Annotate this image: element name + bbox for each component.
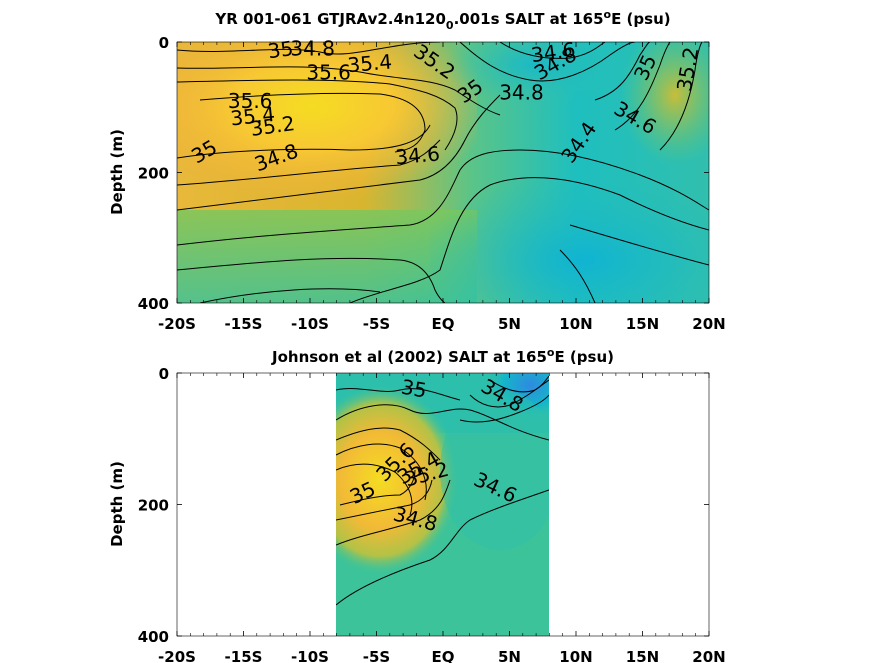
x-tick-label: EQ (432, 648, 455, 663)
y-tick-label: 400 (138, 628, 169, 646)
bottom-y-axis-label: Depth (m) (108, 461, 126, 547)
top-x-ticks: -20S -15S -10S -5S EQ 5N 10N 15N 20N (158, 42, 726, 333)
contour-label: 34.8 (499, 81, 544, 105)
x-tick-label: -10S (291, 315, 329, 333)
contour-label: 35 (399, 375, 428, 403)
x-tick-label: 10N (559, 315, 592, 333)
x-tick-label: -5S (363, 648, 390, 663)
x-tick-label: -10S (291, 648, 329, 663)
x-tick-label: -5S (363, 315, 390, 333)
top-panel: -20S -15S -10S -5S EQ 5N 10N 15N 20N 0 200 400 34.… (108, 8, 726, 333)
contour-label: 35 (266, 36, 295, 63)
bottom-minor-ticks (190, 373, 697, 636)
x-tick-label: -15S (225, 315, 263, 333)
x-tick-label: 5N (498, 315, 521, 333)
top-y-ticks: 0 200 400 (138, 34, 709, 313)
y-tick-label: 200 (138, 497, 169, 515)
top-y-axis-label: Depth (m) (108, 129, 126, 215)
x-tick-label: -20S (158, 315, 196, 333)
contour-label: 35.6 (228, 89, 273, 113)
x-tick-label: 20N (692, 315, 725, 333)
bottom-y-ticks: 0 200 400 (138, 365, 709, 646)
y-tick-label: 400 (138, 295, 169, 313)
x-tick-label: -20S (158, 648, 196, 663)
contour-label: 34.8 (290, 36, 335, 60)
x-tick-label: 10N (559, 648, 592, 663)
contour-label: 35.4 (346, 49, 392, 77)
contour-label: 34.6 (394, 141, 440, 169)
contour-label: 35.4 (229, 102, 276, 131)
top-minor-ticks (190, 42, 697, 303)
bottom-colorfield (336, 373, 549, 636)
bottom-contours (336, 375, 549, 606)
x-tick-label: -15S (225, 648, 263, 663)
top-contours (177, 42, 709, 303)
x-tick-label: EQ (432, 315, 455, 333)
bottom-title: Johnson et al (2002) SALT at 165oE (psu) (271, 346, 614, 366)
x-tick-label: 5N (498, 648, 521, 663)
y-tick-label: 0 (159, 34, 169, 52)
x-tick-label: 15N (626, 648, 659, 663)
contour-label: 35.6 (306, 60, 351, 84)
bottom-x-ticks: -20S -15S -10S -5S EQ 5N 10N 15N 20N (158, 373, 726, 663)
x-tick-label: 15N (626, 315, 659, 333)
x-tick-label: 20N (692, 648, 725, 663)
top-title: YR 001-061 GTJRAv2.4n1200.001s SALT at 1… (214, 8, 670, 32)
y-tick-label: 200 (138, 165, 169, 183)
y-tick-label: 0 (159, 365, 169, 383)
